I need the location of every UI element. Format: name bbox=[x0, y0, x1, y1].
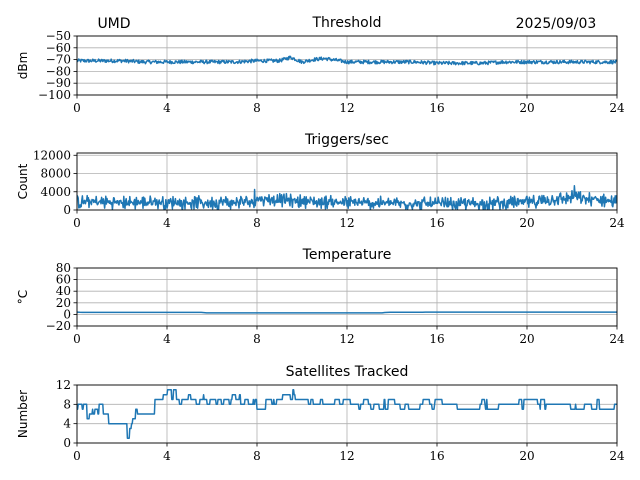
temperature-ytick-label: −20 bbox=[46, 319, 71, 333]
station-label: UMD bbox=[97, 16, 130, 32]
triggers-ytick-label: 4000 bbox=[40, 185, 71, 199]
satellites-ytick-label: 0 bbox=[63, 436, 71, 450]
satellites-panel: Satellites Tracked Number 0 4 8 12 16 20 24 0 4 8 12 bbox=[16, 364, 625, 463]
satellites-ytick-label: 4 bbox=[63, 417, 71, 431]
temperature-xtick-label: 16 bbox=[429, 332, 444, 346]
temperature-xtick-label: 0 bbox=[73, 332, 81, 346]
triggers-xtick-label: 12 bbox=[339, 216, 354, 230]
threshold-xtick-label: 12 bbox=[339, 101, 354, 115]
triggers-xtick-label: 16 bbox=[429, 216, 444, 230]
satellites-ytick-label: 12 bbox=[56, 378, 71, 392]
temperature-xtick-label: 20 bbox=[519, 332, 534, 346]
satellites-frame bbox=[76, 384, 618, 444]
temperature-ytick-label: 0 bbox=[63, 307, 71, 321]
triggers-xtick-label: 20 bbox=[519, 216, 534, 230]
satellites-series-line bbox=[77, 389, 617, 439]
threshold-series-line bbox=[77, 55, 617, 66]
threshold-ylabel: dBm bbox=[16, 52, 30, 80]
threshold-xtick-label: 16 bbox=[429, 101, 444, 115]
panels: Threshold dBm 0 4 8 12 16 20 24 −50−60−70−80−90−1… bbox=[16, 15, 625, 463]
satellites-xtick-label: 8 bbox=[253, 449, 261, 463]
triggers-xtick-label: 8 bbox=[253, 216, 261, 230]
temperature-xtick-label: 4 bbox=[163, 332, 171, 346]
temperature-xtick-label: 24 bbox=[609, 332, 625, 346]
satellites-xtick-label: 20 bbox=[519, 449, 534, 463]
triggers-ylabel: Count bbox=[16, 163, 30, 199]
threshold-ytick-label: −70 bbox=[46, 53, 71, 67]
threshold-ytick-label: −80 bbox=[46, 64, 71, 78]
threshold-ytick-label: −100 bbox=[38, 88, 71, 102]
threshold-panel: Threshold dBm 0 4 8 12 16 20 24 −50−60−70−80−90−1… bbox=[16, 15, 625, 115]
threshold-xtick-label: 8 bbox=[253, 101, 261, 115]
threshold-xtick-label: 20 bbox=[519, 101, 534, 115]
threshold-xtick-label: 0 bbox=[73, 101, 81, 115]
temperature-ytick-label: 60 bbox=[56, 273, 71, 287]
threshold-ytick-label: −90 bbox=[46, 76, 71, 90]
temperature-xtick-label: 12 bbox=[339, 332, 354, 346]
triggers-panel: Triggers/sec Count 0 4 8 12 16 20 24 0 4000 8000 120… bbox=[16, 132, 625, 230]
temperature-ytick-label: 80 bbox=[56, 261, 71, 275]
temperature-series-line bbox=[77, 311, 617, 314]
triggers-xtick-label: 0 bbox=[73, 216, 81, 230]
triggers-ytick-label: 12000 bbox=[33, 148, 71, 162]
temperature-frame bbox=[76, 267, 618, 327]
threshold-frame bbox=[76, 35, 618, 96]
date-label: 2025/09/03 bbox=[516, 16, 597, 32]
threshold-title: Threshold bbox=[312, 15, 382, 31]
triggers-ytick-label: 8000 bbox=[40, 167, 71, 181]
triggers-xtick-label: 4 bbox=[163, 216, 171, 230]
satellites-xtick-label: 16 bbox=[429, 449, 444, 463]
temperature-ytick-label: 40 bbox=[56, 284, 71, 298]
triggers-title: Triggers/sec bbox=[304, 132, 389, 148]
temperature-title: Temperature bbox=[302, 247, 392, 263]
triggers-series-line bbox=[77, 185, 617, 210]
threshold-xtick-label: 4 bbox=[163, 101, 171, 115]
satellites-xtick-label: 12 bbox=[339, 449, 354, 463]
satellites-xtick-label: 0 bbox=[73, 449, 81, 463]
satellites-ytick-label: 8 bbox=[63, 397, 71, 411]
triggers-xtick-label: 24 bbox=[609, 216, 625, 230]
triggers-frame bbox=[76, 152, 618, 211]
triggers-ytick-label: 0 bbox=[63, 203, 71, 217]
temperature-ytick-label: 20 bbox=[56, 296, 71, 310]
satellites-xtick-label: 24 bbox=[609, 449, 625, 463]
satellites-ylabel: Number bbox=[16, 390, 30, 438]
temperature-ylabel: °C bbox=[16, 290, 30, 304]
satellites-xtick-label: 4 bbox=[163, 449, 171, 463]
threshold-ytick-label: −60 bbox=[46, 41, 71, 55]
temperature-xtick-label: 8 bbox=[253, 332, 261, 346]
satellites-title: Satellites Tracked bbox=[286, 364, 409, 380]
threshold-ytick-label: −50 bbox=[46, 29, 71, 43]
threshold-xtick-label: 24 bbox=[609, 101, 625, 115]
